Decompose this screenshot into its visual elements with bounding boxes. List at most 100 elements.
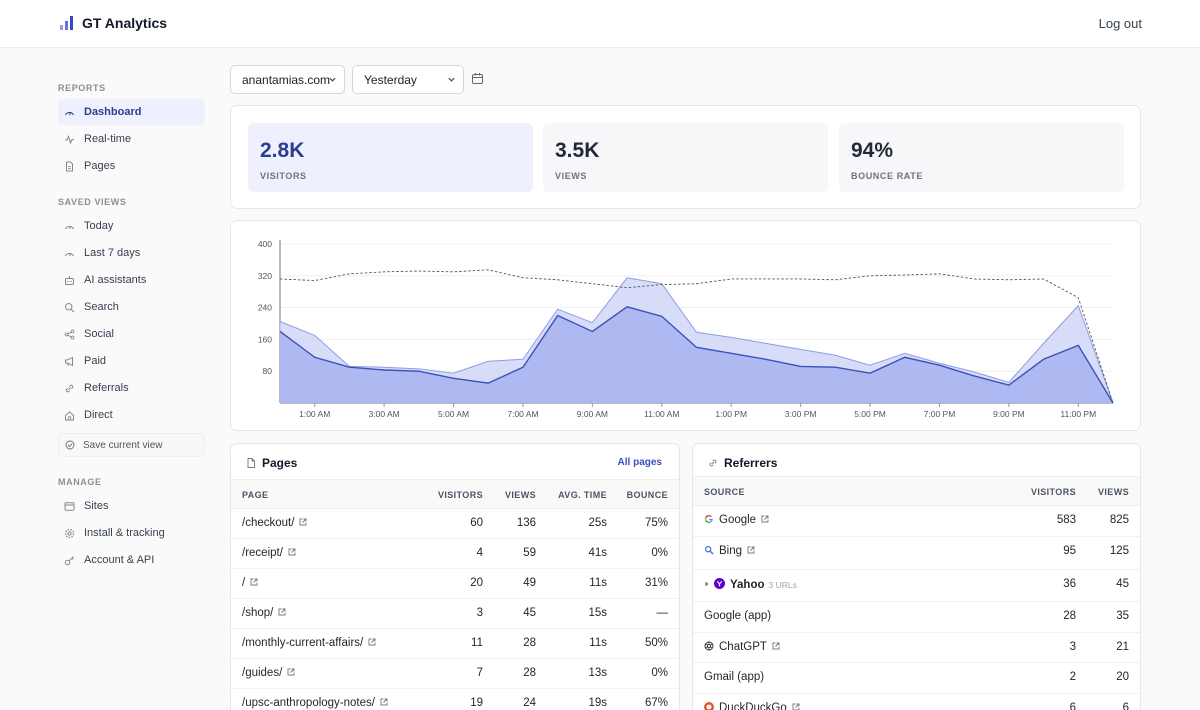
calendar-icon[interactable] [471,72,484,85]
sidebar-item-pages[interactable]: Pages [58,153,205,179]
sidebar-item-dashboard[interactable]: Dashboard [58,99,205,125]
page-views: 136 [516,517,536,529]
external-link-icon[interactable] [772,642,780,650]
external-link-icon[interactable] [792,703,800,710]
external-link-icon[interactable] [368,638,376,646]
gauge-icon [65,252,74,256]
expand-caret-icon[interactable] [704,581,710,587]
site-select[interactable]: anantamias.com [230,65,345,94]
referrer-views: 6 [1122,702,1129,710]
page-views: 59 [523,547,536,559]
col-bounce[interactable]: BOUNCE [626,490,668,500]
page-path[interactable]: /guides/ [242,667,295,679]
col-visitors[interactable]: VISITORS [437,490,483,500]
col-source[interactable]: SOURCE [704,487,745,497]
table-row[interactable]: /receipt/4 59 41s 0% [231,539,679,569]
brand[interactable]: GT Analytics [60,15,167,31]
key-icon [64,555,74,565]
page-path[interactable]: /receipt/ [242,547,296,559]
referrer-source[interactable]: Yahoo 3 URLs [704,578,797,591]
table-row[interactable]: DuckDuckGo 6 6 [693,694,1140,710]
x-tick-label: 11:00 PM [1060,409,1096,419]
sidebar-item-label: Dashboard [84,106,142,118]
referrer-visitors: 95 [1063,545,1076,557]
sidebar-item-sites[interactable]: Sites [58,493,205,519]
table-row[interactable]: /upsc-anthropology-notes/19 24 19s 67% [231,689,679,710]
external-link-icon[interactable] [288,548,296,556]
table-row[interactable]: Google 583 825 [693,506,1140,537]
external-link-icon[interactable] [250,578,258,586]
referrer-source[interactable]: Google (app) [704,610,771,622]
page-bounce: 50% [644,637,668,649]
page-bounce: 0% [651,667,668,679]
referrer-visitors: 6 [1069,702,1076,710]
col-views[interactable]: VIEWS [504,490,536,500]
sidebar-item-last-7-days[interactable]: Last 7 days [58,240,205,266]
page-path[interactable]: /upsc-anthropology-notes/ [242,697,388,709]
chatgpt-icon [704,641,714,651]
referrer-source[interactable]: Google [704,514,769,526]
sidebar-item-real-time[interactable]: Real-time [58,126,205,152]
sidebar-item-referrals[interactable]: Referrals [58,375,205,401]
referrer-source[interactable]: ChatGPT [704,641,780,653]
table-row[interactable]: /guides/7 28 13s 0% [231,659,679,689]
page-path-text: /guides/ [242,667,283,679]
sidebar-item-account-api[interactable]: Account & API [58,547,205,573]
sidebar-item-ai-assistants[interactable]: AI assistants [58,267,205,293]
sidebar-item-direct[interactable]: Direct [58,402,205,428]
external-link-icon[interactable] [299,518,307,526]
table-row[interactable]: Bing 95 125 [693,537,1140,570]
sidebar-item-social[interactable]: Social [58,321,205,347]
page-path[interactable]: / [242,577,258,589]
save-current-view-label: Save current view [83,439,163,451]
table-row[interactable]: Gmail (app) 2 20 [693,663,1140,694]
table-row[interactable]: ChatGPT 3 21 [693,633,1140,663]
page-path-text: /receipt/ [242,547,283,559]
page-visitors: 3 [476,607,483,619]
home-icon [65,410,74,420]
external-link-icon[interactable] [761,515,769,523]
sidebar-item-today[interactable]: Today [58,213,205,239]
page-bounce: — [656,607,669,619]
site-select-value: anantamias.com [242,72,331,87]
top-bar: GT Analytics Log out [0,0,1200,48]
external-link-icon[interactable] [287,668,295,676]
page-path[interactable]: /monthly-current-affairs/ [242,637,376,649]
stat-bounce-rate[interactable]: 94% BOUNCE RATE [839,123,1124,192]
col-page[interactable]: PAGE [242,490,269,500]
external-link-icon[interactable] [747,546,755,554]
period-select[interactable]: Yesterday [352,65,464,94]
table-row[interactable]: Yahoo 3 URLs 36 45 [693,570,1140,602]
gear-icon [64,528,75,538]
x-tick-label: 1:00 PM [715,409,747,419]
referrer-views: 35 [1116,610,1129,622]
referrer-source[interactable]: Bing [704,545,755,557]
table-row[interactable]: /monthly-current-affairs/11 28 11s 50% [231,629,679,659]
megaphone-icon [65,356,73,366]
table-row[interactable]: / 20 49 11s 31% [231,569,679,599]
page-path[interactable]: /shop/ [242,607,286,619]
referrer-source[interactable]: Gmail (app) [704,671,764,683]
col-views[interactable]: VIEWS [1097,487,1129,497]
all-pages-link[interactable]: All pages [617,457,662,468]
external-link-icon[interactable] [380,698,388,706]
x-tick-label: 1:00 AM [299,409,330,419]
sidebar-item-paid[interactable]: Paid [58,348,205,374]
stat-visitors[interactable]: 2.8K VISITORS [248,123,533,192]
table-row[interactable]: /checkout/60 136 25s 75% [231,509,679,539]
stat-views[interactable]: 3.5K VIEWS [543,123,828,192]
sidebar-item-install-tracking[interactable]: Install & tracking [58,520,205,546]
referrer-source[interactable]: DuckDuckGo [704,702,800,710]
save-current-view-button[interactable]: Save current view [58,433,205,457]
gauge-icon [65,111,74,115]
sidebar-item-search[interactable]: Search [58,294,205,320]
external-link-icon[interactable] [278,608,286,616]
table-row[interactable]: Google (app) 28 35 [693,602,1140,633]
col-avg-time[interactable]: AVG. TIME [558,490,607,500]
page-bounce: 75% [644,517,668,529]
table-row[interactable]: /shop/3 45 15s — [231,599,679,629]
col-visitors[interactable]: VISITORS [1030,487,1076,497]
x-tick-label: 9:00 AM [577,409,608,419]
logout-link[interactable]: Log out [1098,16,1142,31]
page-path[interactable]: /checkout/ [242,517,307,529]
